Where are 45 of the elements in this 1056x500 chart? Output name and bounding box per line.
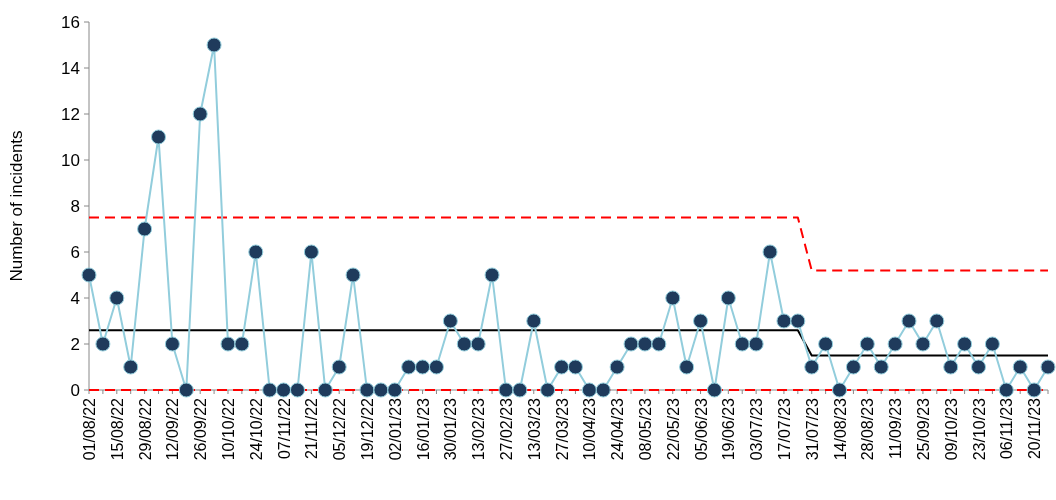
x-tick-label: 12/09/22 xyxy=(164,397,182,461)
y-tick-label: 0 xyxy=(70,380,80,400)
x-tick-label: 22/05/23 xyxy=(664,397,682,461)
x-tick-label: 13/02/23 xyxy=(470,397,488,461)
x-tick-label: 15/08/22 xyxy=(108,397,126,461)
x-tick-label: 19/06/23 xyxy=(720,397,738,461)
x-tick-label: 02/01/23 xyxy=(386,397,404,461)
y-tick-label: 16 xyxy=(61,12,80,32)
x-tick-label: 29/08/22 xyxy=(136,397,154,461)
x-tick-label: 21/11/22 xyxy=(303,397,321,460)
y-tick-label: 2 xyxy=(70,334,80,354)
y-tick-label: 6 xyxy=(70,242,80,262)
x-tick-label: 20/11/23 xyxy=(1026,397,1044,460)
x-tick-label: 09/10/23 xyxy=(942,397,960,461)
x-tick-label: 27/03/23 xyxy=(553,397,571,461)
x-tick-label: 08/05/23 xyxy=(636,397,654,461)
x-tick-label: 26/09/22 xyxy=(192,397,210,461)
x-tick-label: 01/08/22 xyxy=(81,397,98,461)
x-tick-label: 25/09/23 xyxy=(914,397,932,461)
x-tick-label: 05/12/22 xyxy=(331,397,349,461)
x-tick-label: 13/03/23 xyxy=(525,397,543,461)
x-tick-label: 17/07/23 xyxy=(775,397,793,461)
x-tick-label: 27/02/23 xyxy=(497,397,515,461)
x-tick-label: 28/08/23 xyxy=(859,397,877,461)
x-tick-label: 16/01/23 xyxy=(414,397,432,461)
y-tick-label: 4 xyxy=(70,288,80,308)
x-tick-label: 23/10/23 xyxy=(970,397,988,461)
x-tick-label: 06/11/23 xyxy=(998,397,1016,460)
y-tick-label: 12 xyxy=(61,104,80,124)
y-tick-label: 14 xyxy=(61,58,80,78)
x-tick-label: 24/04/23 xyxy=(609,397,627,461)
x-tick-label: 24/10/22 xyxy=(247,397,265,461)
y-tick-label: 8 xyxy=(70,196,80,216)
x-tick-label: 10/04/23 xyxy=(581,397,599,461)
x-tick-label: 30/01/23 xyxy=(442,397,460,461)
x-tick-label: 11/09/23 xyxy=(887,397,905,460)
x-tick-label: 05/06/23 xyxy=(692,397,710,461)
y-axis-title: Number of incidents xyxy=(7,130,26,282)
x-tick-label: 31/07/23 xyxy=(803,397,821,461)
x-tick-label: 19/12/22 xyxy=(358,397,376,461)
y-tick-label: 10 xyxy=(61,150,80,170)
x-tick-label: 14/08/23 xyxy=(831,397,849,461)
x-tick-label: 07/11/22 xyxy=(275,397,293,460)
x-tick-label: 03/07/23 xyxy=(748,397,766,461)
x-tick-label: 10/10/22 xyxy=(219,397,237,461)
